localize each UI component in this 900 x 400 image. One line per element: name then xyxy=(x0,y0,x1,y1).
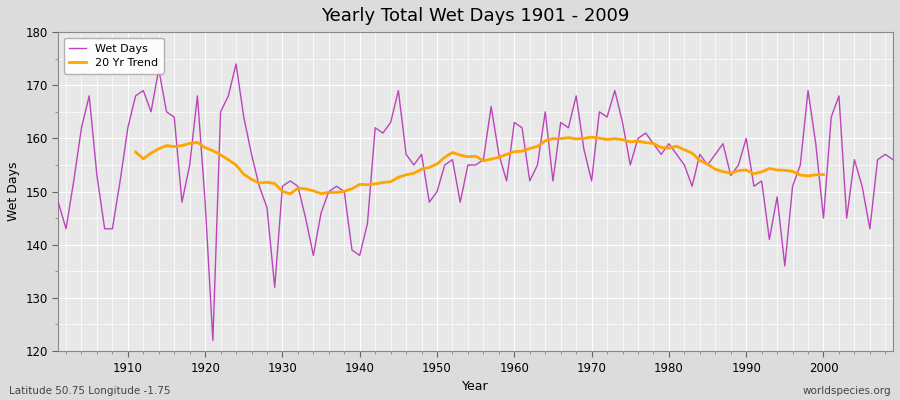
Wet Days xyxy=(887,157,898,162)
Legend: Wet Days, 20 Yr Trend: Wet Days, 20 Yr Trend xyxy=(64,38,164,74)
20 Yr Trend xyxy=(346,186,357,191)
20 Yr Trend xyxy=(625,140,635,144)
Wet Days xyxy=(525,178,535,183)
Text: Latitude 50.75 Longitude -1.75: Latitude 50.75 Longitude -1.75 xyxy=(9,386,170,396)
Wet Days xyxy=(230,62,241,66)
20 Yr Trend xyxy=(586,135,597,140)
Wet Days xyxy=(617,120,628,125)
20 Yr Trend xyxy=(284,192,295,196)
Wet Days xyxy=(208,338,219,343)
20 Yr Trend xyxy=(818,172,829,177)
20 Yr Trend xyxy=(130,150,141,154)
Wet Days xyxy=(517,125,527,130)
Wet Days xyxy=(114,178,125,183)
Line: Wet Days: Wet Days xyxy=(58,64,893,340)
Line: 20 Yr Trend: 20 Yr Trend xyxy=(136,137,824,194)
Wet Days xyxy=(53,200,64,205)
Y-axis label: Wet Days: Wet Days xyxy=(7,162,20,221)
Text: worldspecies.org: worldspecies.org xyxy=(803,386,891,396)
Wet Days xyxy=(301,216,311,220)
Wet Days xyxy=(346,248,357,252)
20 Yr Trend xyxy=(734,168,744,173)
X-axis label: Year: Year xyxy=(463,380,489,393)
20 Yr Trend xyxy=(717,169,728,174)
20 Yr Trend xyxy=(223,157,234,162)
Title: Yearly Total Wet Days 1901 - 2009: Yearly Total Wet Days 1901 - 2009 xyxy=(321,7,630,25)
20 Yr Trend xyxy=(803,174,814,178)
